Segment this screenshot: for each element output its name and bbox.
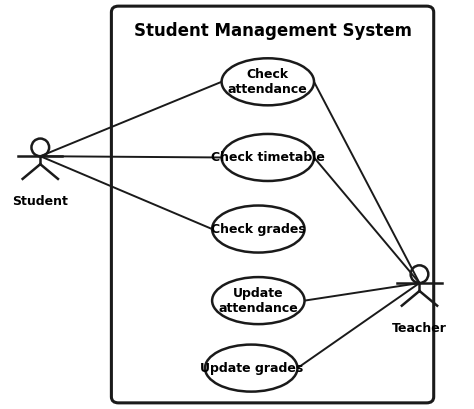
Text: Teacher: Teacher	[392, 322, 447, 335]
FancyBboxPatch shape	[111, 6, 434, 403]
Ellipse shape	[212, 205, 305, 252]
Text: Update grades: Update grades	[200, 362, 303, 375]
Ellipse shape	[212, 277, 305, 324]
Text: Check
attendance: Check attendance	[228, 68, 308, 96]
Ellipse shape	[221, 134, 314, 181]
Text: Check grades: Check grades	[211, 222, 306, 236]
Text: Update
attendance: Update attendance	[219, 287, 298, 315]
Text: Check timetable: Check timetable	[211, 151, 325, 164]
Ellipse shape	[221, 58, 314, 105]
Text: Student: Student	[12, 195, 68, 208]
Text: Student Management System: Student Management System	[134, 22, 411, 40]
Ellipse shape	[205, 344, 298, 392]
